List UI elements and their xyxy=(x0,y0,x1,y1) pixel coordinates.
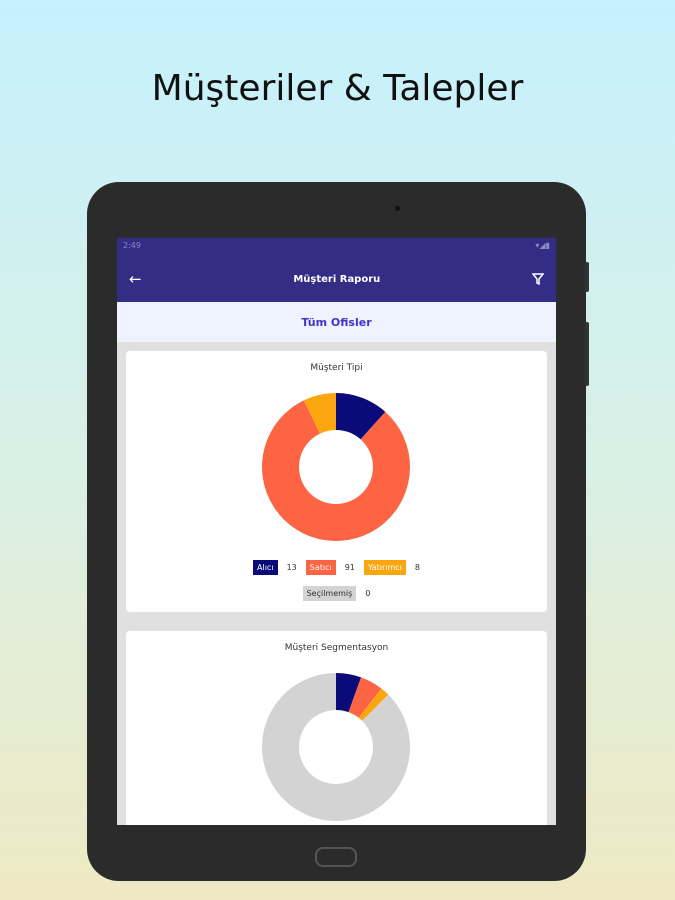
customer-type-donut xyxy=(262,393,411,541)
chart-title: Müşteri Segmentasyon xyxy=(284,643,389,653)
segmentation-donut xyxy=(262,673,410,821)
legend-secilmemis-value: 0 xyxy=(365,589,371,598)
donut-slice-0 xyxy=(336,673,362,713)
legend-alici-value: 13 xyxy=(286,563,297,572)
donut-slice-1 xyxy=(262,400,411,541)
legend-satici-value: 91 xyxy=(344,563,355,572)
app-bar: ← Müşteri Raporu xyxy=(117,256,556,302)
office-selector[interactable]: Tüm Ofisler xyxy=(117,302,556,342)
donut-slice-3 xyxy=(262,673,410,821)
power-button xyxy=(585,262,589,292)
legend-yatirimci: Yatırımcı xyxy=(363,560,406,575)
segmentation-card: Müşteri Segmentasyon xyxy=(126,631,547,825)
screen: 2:49 ▾◢▮ ← Müşteri Raporu Tüm Ofisler Mü… xyxy=(117,238,556,825)
legend-secilmemis: Seçilmemiş xyxy=(302,586,357,601)
legend-alici: Alıcı xyxy=(253,560,278,575)
status-time: 2:49 xyxy=(123,241,141,250)
chart-title: Müşteri Tipi xyxy=(310,363,363,373)
donut-slice-1 xyxy=(348,677,382,718)
donut-slice-2 xyxy=(358,688,389,721)
legend-yatirimci-value: 8 xyxy=(414,563,420,572)
volume-button xyxy=(585,322,589,386)
legend-satici: Satıcı xyxy=(305,560,336,575)
camera xyxy=(395,206,400,211)
status-bar: 2:49 ▾◢▮ xyxy=(117,238,556,256)
page-title: Müşteri Raporu xyxy=(293,273,381,285)
back-arrow-icon[interactable]: ← xyxy=(129,270,142,288)
status-icons: ▾◢▮ xyxy=(535,241,550,250)
donut-slice-2 xyxy=(303,393,336,434)
customer-type-card: Müşteri Tipi Alıcı 13 Satıcı 91 Yatırımc… xyxy=(126,351,547,612)
headline: Müşteriler & Talepler xyxy=(151,68,524,109)
donut-slice-0 xyxy=(336,393,386,440)
filter-icon[interactable] xyxy=(531,270,545,289)
home-button[interactable] xyxy=(315,847,357,867)
